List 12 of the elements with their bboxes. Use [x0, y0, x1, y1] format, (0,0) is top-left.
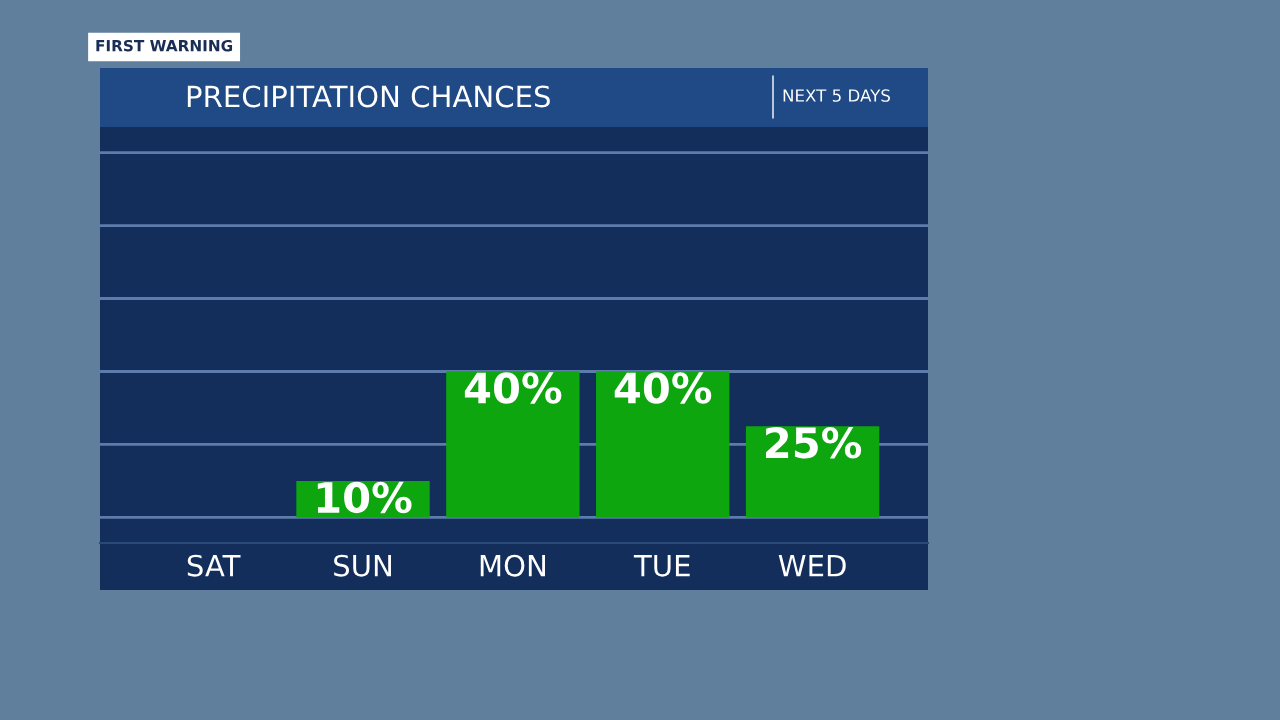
data-label: 40%	[614, 372, 712, 404]
x-tick-label: MON	[480, 554, 545, 577]
x-tick-label: WED	[778, 555, 846, 577]
data-label: 10%	[317, 481, 412, 514]
chart-subtitle: NEXT 5 DAYS	[783, 89, 890, 102]
chart-title: PRECIPITATION CHANCES	[187, 85, 550, 108]
x-tick-label: TUE	[633, 555, 690, 577]
text: FIRST WARNING	[96, 39, 233, 52]
data-label: 40%	[464, 372, 562, 404]
x-tick-label: SAT	[187, 554, 241, 577]
x-tick-label: SUN	[334, 554, 391, 577]
data-label: 25%	[766, 426, 862, 459]
